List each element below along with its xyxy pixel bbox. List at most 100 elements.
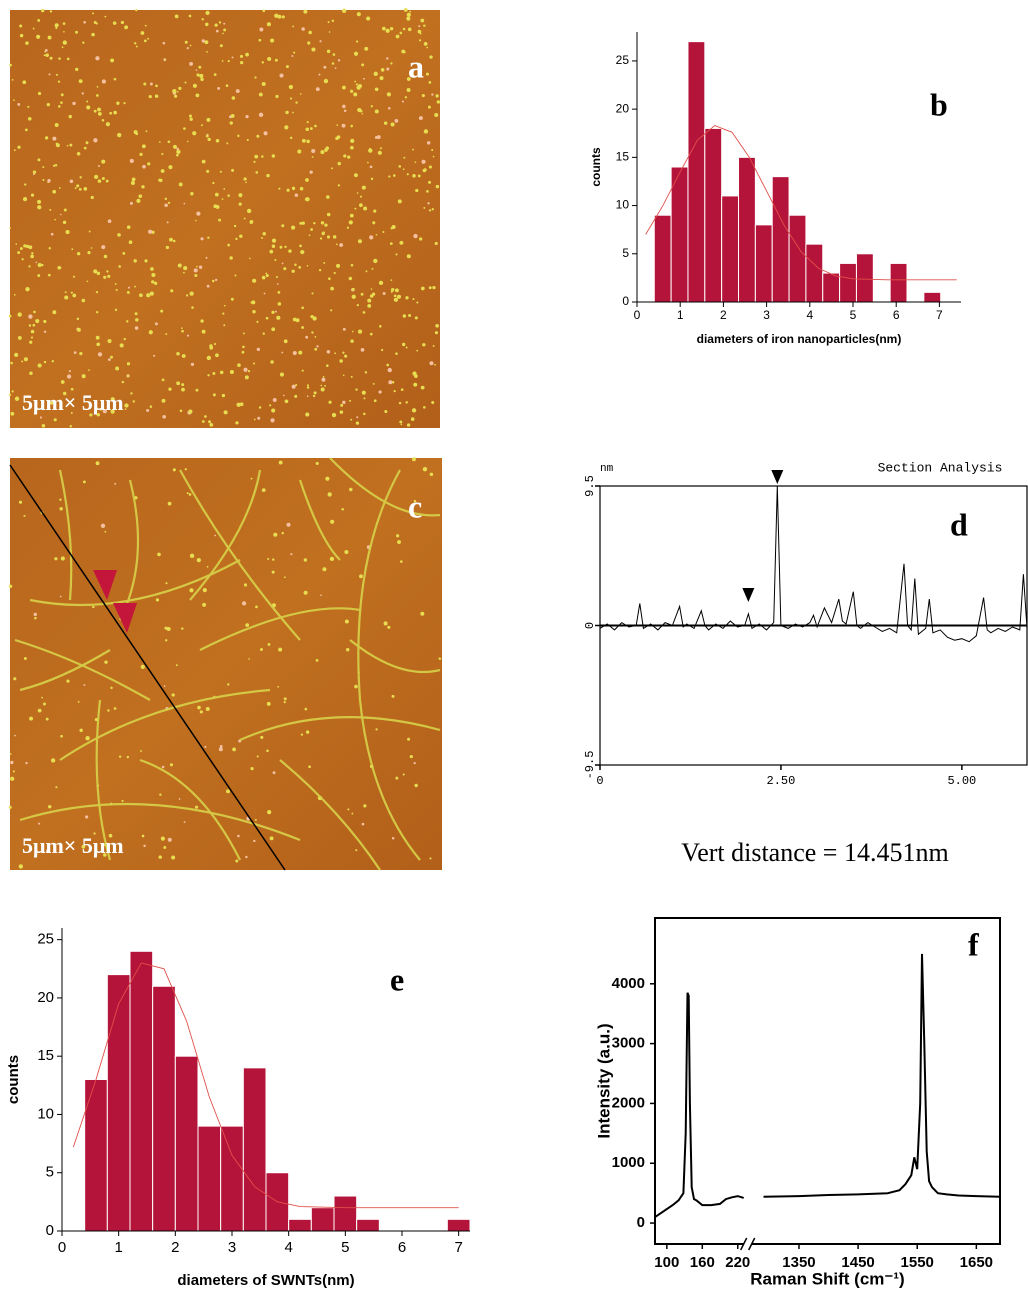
- particle: [142, 164, 146, 169]
- particle: [292, 111, 294, 114]
- particle: [354, 207, 357, 210]
- particle: [209, 422, 214, 427]
- particle: [414, 783, 418, 788]
- particle: [399, 560, 403, 563]
- particle: [37, 205, 42, 210]
- particle: [198, 265, 203, 269]
- particle: [154, 322, 158, 326]
- particle: [8, 805, 12, 809]
- particle: [356, 12, 361, 17]
- particle: [60, 101, 63, 104]
- particle: [409, 10, 411, 13]
- particle: [214, 342, 217, 346]
- particle: [222, 312, 225, 315]
- particle: [63, 31, 65, 33]
- particle: [95, 335, 100, 340]
- particle: [423, 42, 428, 46]
- particle: [378, 280, 384, 286]
- particle: [266, 22, 271, 27]
- particle: [97, 111, 102, 116]
- bar: [822, 272, 841, 303]
- particle: [388, 175, 391, 178]
- particle: [135, 45, 138, 48]
- particle: [267, 810, 272, 815]
- particle: [66, 57, 70, 61]
- x-tick-label: 6: [398, 1239, 406, 1256]
- particle: [14, 352, 19, 357]
- particle: [363, 804, 367, 808]
- particle: [359, 574, 363, 579]
- particle: [12, 770, 15, 773]
- particle: [390, 279, 393, 281]
- particle: [114, 308, 118, 312]
- particle: [126, 374, 130, 378]
- particle: [343, 154, 347, 158]
- particle: [201, 39, 205, 43]
- particle: [78, 187, 82, 191]
- x-tick-label: 1: [677, 308, 684, 322]
- particle: [325, 476, 330, 481]
- particle: [230, 114, 235, 118]
- particle: [231, 56, 234, 59]
- particle: [82, 480, 86, 484]
- particle: [434, 331, 439, 335]
- particle: [110, 58, 115, 63]
- particle: [143, 82, 147, 86]
- x-tick-label: 220: [725, 1254, 750, 1271]
- particle: [206, 50, 208, 53]
- particle: [237, 834, 240, 838]
- particle: [422, 467, 428, 472]
- particle: [300, 733, 304, 736]
- particle: [353, 92, 358, 97]
- particle: [61, 46, 64, 49]
- particle: [300, 249, 305, 255]
- particle: [429, 472, 434, 477]
- particle: [254, 154, 259, 159]
- particle: [253, 418, 256, 421]
- scale-label: 5μm× 5μm: [22, 390, 124, 415]
- particle: [200, 237, 204, 241]
- bar: [771, 176, 790, 303]
- particle: [410, 417, 415, 421]
- particle: [97, 107, 101, 112]
- particle: [256, 320, 259, 323]
- particle: [205, 22, 209, 27]
- particle: [262, 232, 266, 236]
- nanotubes: [14, 457, 441, 871]
- particle: [299, 93, 302, 95]
- data-line: [599, 485, 1028, 643]
- particle: [85, 141, 89, 145]
- particle: [147, 162, 151, 166]
- particle: [140, 664, 145, 670]
- particle: [336, 135, 341, 139]
- particle: [386, 363, 390, 367]
- particle: [104, 660, 108, 664]
- particle: [283, 697, 287, 701]
- particle: [363, 412, 366, 416]
- particle: [438, 657, 442, 660]
- particle: [169, 763, 174, 767]
- particle: [149, 405, 153, 408]
- particle: [96, 342, 101, 347]
- particle: [395, 288, 399, 293]
- particle: [149, 82, 153, 86]
- y-tick-label: 2000: [612, 1094, 645, 1111]
- particle: [336, 263, 341, 268]
- particle: [23, 357, 28, 362]
- particle: [38, 822, 41, 825]
- particle: [221, 393, 226, 398]
- particle: [149, 291, 154, 296]
- particle: [291, 384, 296, 389]
- particle: [76, 251, 81, 256]
- particle: [227, 194, 230, 197]
- particle: [181, 387, 185, 392]
- particle: [341, 507, 344, 511]
- particle: [191, 306, 194, 309]
- particle: [254, 818, 257, 821]
- particle: [54, 23, 59, 28]
- particle: [387, 367, 392, 373]
- particle: [369, 235, 374, 240]
- particle: [421, 93, 425, 98]
- x-tick-label: 5.00: [947, 774, 976, 788]
- particle: [314, 124, 317, 128]
